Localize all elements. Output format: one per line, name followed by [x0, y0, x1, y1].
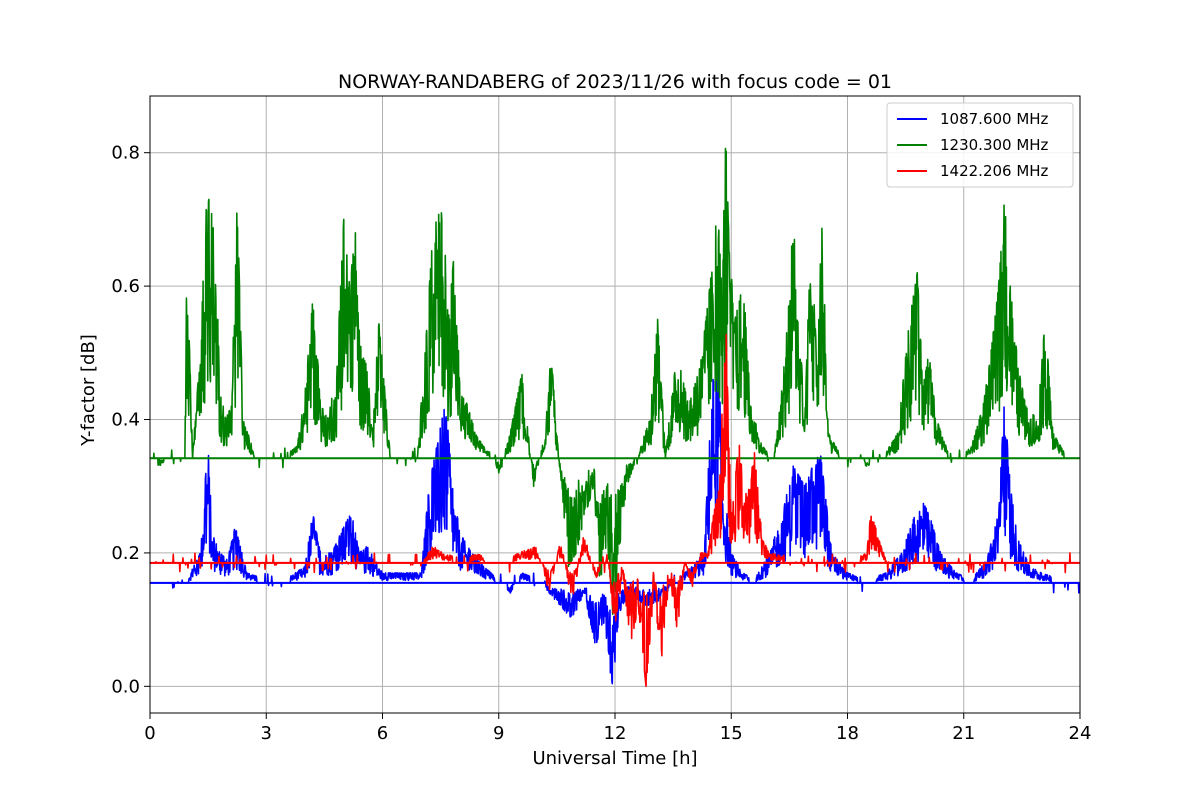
legend-box: [886, 102, 1074, 188]
x-tick-label: 12: [604, 723, 627, 744]
x-tick-label: 21: [952, 723, 975, 744]
y-tick-label: 0.6: [111, 276, 140, 297]
x-tick-label: 15: [720, 723, 743, 744]
series-3: [150, 333, 1080, 688]
series-line: [150, 147, 1080, 616]
x-tick-label: 18: [836, 723, 859, 744]
x-tick-label: 3: [261, 723, 272, 744]
legend: 1087.600 MHz 1230.300 MHz 1422.206 MHz: [886, 102, 1074, 188]
y-axis-label: Y-factor [dB]: [78, 334, 99, 447]
x-axis-label: Universal Time [h]: [532, 748, 697, 769]
chart-title: NORWAY-RANDABERG of 2023/11/26 with focu…: [338, 71, 892, 93]
series-line: [150, 333, 1080, 688]
x-tick-label: 24: [1069, 723, 1092, 744]
x-axis: 0 3 6 9 12 15 18 21 24: [144, 713, 1091, 744]
series-line: [150, 338, 1080, 685]
plot-area: [150, 147, 1080, 688]
x-tick-label: 6: [377, 723, 388, 744]
y-tick-label: 0.0: [111, 676, 140, 697]
y-tick-label: 0.2: [111, 543, 140, 564]
x-tick-label: 9: [493, 723, 504, 744]
y-tick-label: 0.8: [111, 143, 140, 164]
legend-label: 1087.600 MHz: [940, 110, 1049, 128]
y-axis: 0.0 0.2 0.4 0.6 0.8: [111, 143, 150, 697]
legend-label: 1230.300 MHz: [940, 136, 1049, 154]
series-2: [150, 147, 1080, 616]
legend-label: 1422.206 MHz: [940, 162, 1049, 180]
x-tick-label: 0: [144, 723, 155, 744]
y-tick-label: 0.4: [111, 410, 140, 431]
